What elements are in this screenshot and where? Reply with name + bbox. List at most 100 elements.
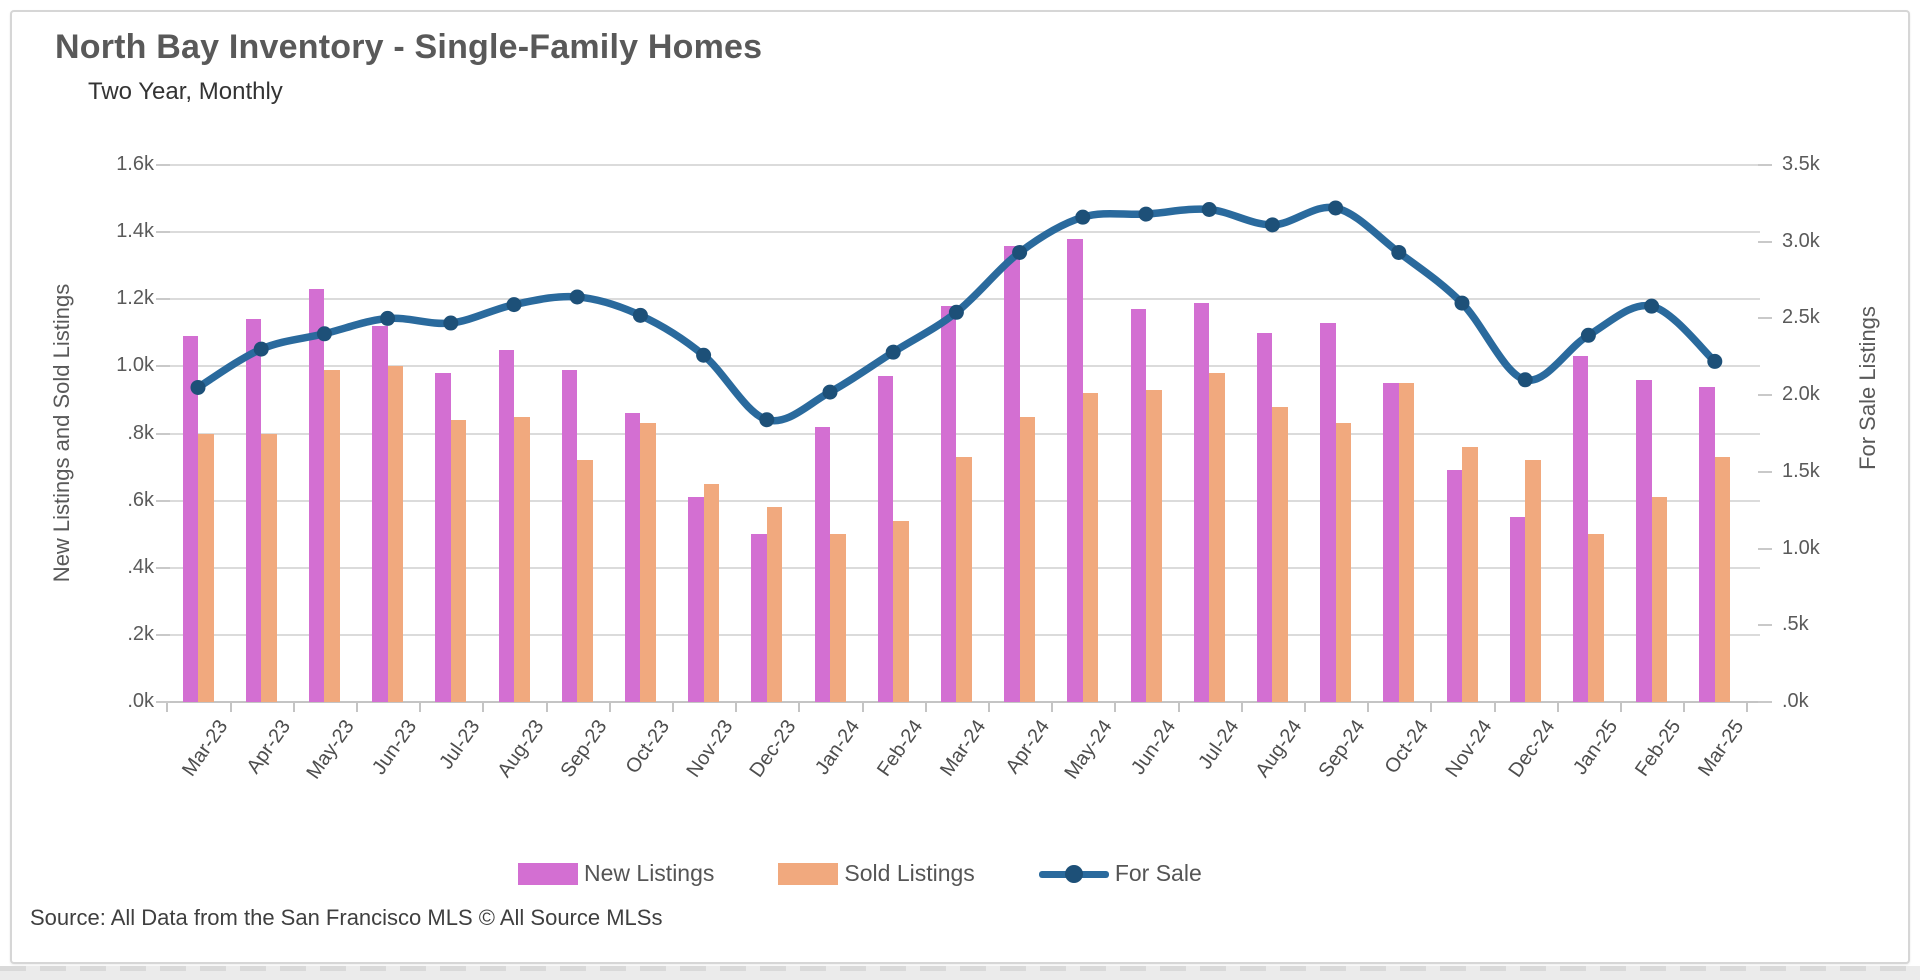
for-sale-marker [1707, 353, 1723, 369]
left-axis-tick [156, 499, 170, 502]
line-swatch-marker [1064, 864, 1083, 883]
x-axis-tick [1367, 703, 1370, 712]
bar-new-listings [1067, 238, 1083, 702]
bar-sold-listings [514, 416, 530, 702]
legend-label: New Listings [584, 860, 715, 886]
for-sale-marker [1012, 244, 1028, 260]
right-axis-tick-label: 2.5k [1782, 306, 1820, 329]
bar-sold-listings [1714, 456, 1731, 702]
bar-sold-listings [1398, 383, 1415, 702]
bar-new-listings [1256, 332, 1273, 702]
x-axis-tick [735, 703, 738, 712]
bar-sold-listings [261, 433, 277, 702]
bar-new-listings [308, 289, 325, 702]
bar-new-listings [1509, 517, 1526, 702]
x-axis-tick [672, 703, 674, 712]
right-axis-tick [1758, 240, 1772, 243]
x-axis-tick [482, 703, 485, 712]
bar-sold-listings [1462, 446, 1478, 702]
x-axis-tick [545, 703, 548, 712]
x-axis-tick [1240, 703, 1243, 712]
left-axis-tick [156, 164, 170, 166]
x-axis-tick [1746, 703, 1749, 712]
right-axis-tick [1758, 164, 1772, 166]
left-axis-tick-label: 1.2k [116, 287, 154, 310]
right-axis-tick [1758, 701, 1772, 703]
bar-sold-listings [1588, 534, 1604, 702]
bar-sold-listings [1525, 460, 1541, 702]
left-axis-tick-label: .6k [127, 488, 154, 511]
bar-sold-listings [1651, 497, 1668, 702]
right-axis-tick-label: 3.5k [1782, 153, 1820, 175]
left-axis-tick-label: .4k [127, 555, 154, 578]
x-axis-tick [1304, 703, 1306, 712]
gridline [168, 365, 1760, 368]
for-sale-marker [1580, 327, 1596, 343]
left-axis-tick-label: .8k [127, 421, 154, 444]
for-sale-line-swatch [1038, 862, 1109, 886]
right-axis-tick-label: .0k [1782, 690, 1809, 712]
legend-label: For Sale [1114, 860, 1202, 886]
bar-new-listings [1193, 302, 1210, 702]
bar-sold-listings [1272, 406, 1288, 702]
for-sale-marker [569, 289, 585, 305]
bar-new-listings [1636, 379, 1652, 702]
left-axis-tick-label: 1.0k [116, 354, 154, 377]
bar-new-listings [372, 326, 388, 702]
bar-new-listings [1320, 322, 1336, 702]
x-axis-tick [861, 703, 864, 712]
for-sale-marker [1328, 200, 1344, 216]
bar-sold-listings [1335, 423, 1352, 702]
x-axis-tick [419, 703, 422, 712]
x-axis-tick [798, 703, 801, 712]
legend-item-for-sale: For Sale [1038, 860, 1202, 887]
bar-new-listings [877, 376, 894, 702]
left-axis-tick [156, 365, 170, 368]
for-sale-marker [822, 384, 838, 400]
x-axis-tick [1177, 703, 1180, 712]
x-axis-tick [1556, 703, 1559, 712]
for-sale-marker [190, 379, 206, 395]
bar-new-listings [1446, 470, 1462, 702]
x-axis-line [168, 701, 1760, 703]
gridline [168, 164, 1760, 166]
left-axis-tick-label: 1.4k [116, 220, 154, 243]
x-axis-tick [292, 703, 295, 712]
for-sale-marker [1264, 217, 1280, 233]
right-axis-tick [1758, 317, 1772, 320]
bar-sold-listings [830, 534, 846, 702]
bar-sold-listings [1019, 416, 1036, 702]
gridline [168, 432, 1760, 435]
for-sale-marker [380, 310, 396, 326]
bar-new-listings [1572, 356, 1589, 702]
bar-sold-listings [766, 507, 783, 702]
chart-subtitle: Two Year, Monthly [88, 78, 283, 105]
bar-new-listings [1130, 309, 1146, 702]
new-listings-swatch [518, 862, 578, 885]
right-axis-tick [1758, 624, 1772, 627]
for-sale-marker [632, 307, 648, 323]
gridline [168, 231, 1760, 234]
bar-new-listings [1383, 383, 1399, 702]
bar-sold-listings [198, 433, 214, 702]
for-sale-marker [948, 304, 964, 320]
for-sale-marker [253, 341, 269, 357]
bar-new-listings [624, 413, 641, 702]
right-axis-tick [1758, 470, 1772, 473]
right-axis-tick-label: 1.0k [1782, 536, 1820, 559]
x-axis-tick [924, 703, 927, 712]
legend-item-sold-listings: Sold Listings [778, 860, 975, 887]
bar-new-listings [561, 369, 578, 702]
left-axis-tick-label: 1.6k [116, 153, 154, 175]
for-sale-marker [1075, 209, 1091, 225]
right-axis-tick-label: .5k [1782, 613, 1809, 636]
bar-sold-listings [324, 369, 340, 702]
bar-new-listings [1004, 245, 1020, 702]
legend: New Listings Sold Listings For Sale [518, 860, 1202, 887]
for-sale-marker [506, 297, 522, 313]
gridline [168, 298, 1760, 301]
bar-new-listings [688, 497, 704, 702]
for-sale-marker [1454, 295, 1470, 311]
x-axis-tick [1493, 703, 1496, 712]
bar-sold-listings [1209, 373, 1225, 702]
